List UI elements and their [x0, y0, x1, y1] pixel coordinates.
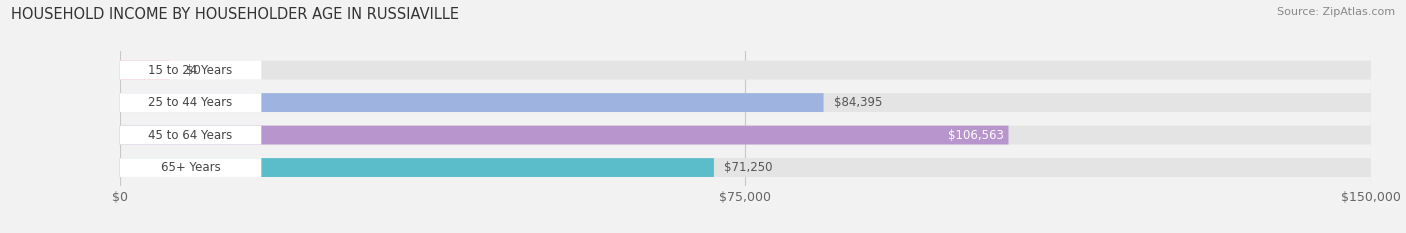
FancyBboxPatch shape [120, 93, 824, 112]
FancyBboxPatch shape [120, 126, 1371, 144]
Text: Source: ZipAtlas.com: Source: ZipAtlas.com [1277, 7, 1395, 17]
FancyBboxPatch shape [120, 61, 169, 79]
FancyBboxPatch shape [120, 126, 1008, 144]
FancyBboxPatch shape [120, 61, 262, 79]
FancyBboxPatch shape [120, 158, 262, 177]
FancyBboxPatch shape [120, 93, 262, 112]
Text: $106,563: $106,563 [948, 129, 1004, 142]
Text: 65+ Years: 65+ Years [160, 161, 221, 174]
Text: 45 to 64 Years: 45 to 64 Years [148, 129, 232, 142]
FancyBboxPatch shape [120, 158, 1371, 177]
Text: $84,395: $84,395 [834, 96, 882, 109]
FancyBboxPatch shape [120, 126, 262, 144]
FancyBboxPatch shape [120, 158, 714, 177]
Text: $71,250: $71,250 [724, 161, 772, 174]
Text: 15 to 24 Years: 15 to 24 Years [148, 64, 232, 77]
FancyBboxPatch shape [120, 93, 1371, 112]
Text: HOUSEHOLD INCOME BY HOUSEHOLDER AGE IN RUSSIAVILLE: HOUSEHOLD INCOME BY HOUSEHOLDER AGE IN R… [11, 7, 460, 22]
Text: $0: $0 [186, 64, 201, 77]
Text: 25 to 44 Years: 25 to 44 Years [148, 96, 232, 109]
FancyBboxPatch shape [120, 61, 1371, 79]
